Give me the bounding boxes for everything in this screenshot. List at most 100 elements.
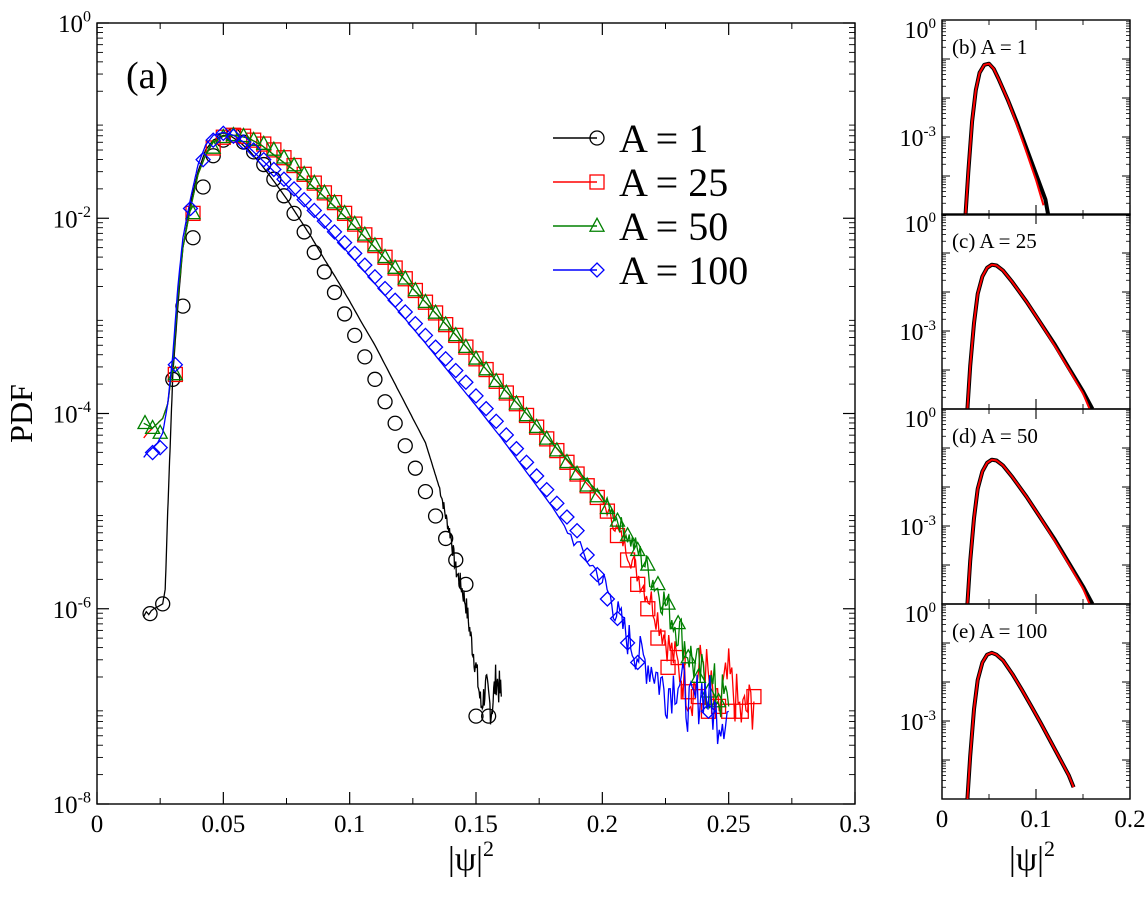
data-point — [167, 356, 184, 373]
y-tick-label-top-base: 10 — [905, 18, 929, 44]
data-point — [326, 223, 343, 240]
x-tick-label: 0.2 — [587, 811, 618, 838]
data-point — [356, 257, 373, 274]
data-point — [407, 315, 424, 332]
data-point — [155, 596, 171, 612]
data-point — [518, 454, 535, 471]
data-point — [245, 131, 262, 147]
data-point — [417, 327, 434, 344]
panel-label-a: (a) — [126, 55, 168, 97]
y-tick-label-top-exponent: 0 — [929, 210, 937, 226]
x-axis-label-base: |ψ| — [448, 841, 483, 878]
subpanel-series-fit — [966, 263, 1091, 409]
series-a1 — [142, 127, 502, 725]
y-axis-label: PDF — [3, 384, 39, 443]
data-point — [670, 614, 687, 630]
data-point — [387, 258, 404, 274]
data-point — [640, 601, 656, 617]
data-point — [296, 191, 313, 208]
data-point — [336, 306, 353, 322]
data-point — [144, 419, 161, 435]
data-point — [468, 388, 484, 404]
data-point — [142, 605, 158, 622]
subpanel-label: (e) A = 100 — [952, 619, 1047, 643]
x-tick-label: 0.2 — [1114, 806, 1145, 833]
y-tick-label-top: 100 — [905, 405, 937, 433]
y-tick-label-base: 10 — [53, 402, 78, 429]
data-point — [733, 703, 749, 719]
data-point — [619, 552, 636, 568]
data-point — [639, 555, 656, 571]
y-tick-label-top: 100 — [905, 16, 937, 44]
data-point — [680, 648, 697, 664]
data-point — [326, 193, 343, 209]
data-point — [548, 495, 565, 512]
x-axis-label: |ψ|2 — [1009, 836, 1055, 878]
y-tick-label-mid-exponent: -3 — [924, 124, 937, 140]
y-tick-label-mid-exponent: -3 — [924, 513, 937, 529]
data-point — [659, 594, 677, 610]
data-point — [296, 224, 312, 240]
data-point — [589, 566, 606, 583]
y-tick-label: 10-4 — [53, 399, 91, 429]
legend-marker — [588, 216, 606, 232]
data-point — [660, 659, 676, 675]
data-point — [205, 132, 222, 149]
data-point — [387, 292, 404, 309]
data-point — [397, 269, 414, 285]
data-point — [152, 439, 169, 456]
data-point — [266, 171, 282, 187]
subpanel-label: (d) A = 50 — [952, 424, 1038, 448]
x-tick-label: 0 — [936, 806, 949, 833]
data-point — [377, 394, 393, 410]
y-tick-label-top: 100 — [905, 210, 937, 238]
y-tick-label-mid-base: 10 — [900, 126, 924, 152]
y-tick-label-top-exponent: 0 — [929, 600, 937, 616]
data-point — [427, 303, 444, 319]
subpanel-series-data — [965, 457, 1095, 604]
data-point — [316, 264, 333, 280]
legend-label: A = 100 — [619, 248, 748, 293]
x-tick-label: 0.25 — [707, 811, 751, 838]
data-point — [276, 171, 292, 188]
data-point — [629, 541, 646, 557]
data-point — [478, 400, 495, 417]
y-tick-label-exponent: -2 — [78, 204, 91, 221]
y-tick-label-top-base: 10 — [905, 407, 929, 433]
y-tick-label-mid: 10-3 — [900, 318, 937, 346]
data-point — [306, 244, 322, 261]
data-point — [498, 383, 515, 399]
data-point — [336, 204, 353, 220]
data-point — [265, 161, 282, 178]
data-point — [195, 179, 211, 195]
series-a50 — [136, 126, 730, 718]
data-point — [478, 360, 495, 376]
data-point — [336, 234, 353, 251]
data-point — [306, 174, 323, 190]
data-point — [569, 522, 585, 539]
data-point — [356, 225, 373, 241]
legend-marker — [589, 262, 605, 278]
y-tick-label: 10-2 — [53, 204, 91, 234]
data-point — [316, 183, 333, 199]
data-point — [619, 634, 636, 651]
legend-marker — [589, 130, 605, 146]
data-point — [599, 499, 616, 515]
data-point — [276, 188, 292, 204]
y-tick-label: 10-8 — [53, 790, 91, 820]
data-point — [448, 552, 464, 568]
data-point — [458, 576, 474, 592]
data-point — [619, 526, 636, 542]
y-tick-label-mid-exponent: -3 — [924, 318, 937, 334]
subpanel-series-fit — [966, 651, 1075, 799]
subpanel-series-data — [965, 262, 1095, 409]
data-point — [366, 236, 384, 252]
y-tick-label-mid-base: 10 — [900, 710, 924, 736]
data-point — [407, 460, 424, 476]
y-tick-label-exponent: 0 — [83, 9, 91, 26]
data-point — [225, 128, 242, 145]
data-point — [746, 688, 762, 705]
y-tick-label-mid: 10-3 — [900, 513, 937, 541]
y-tick-label-mid-exponent: -3 — [924, 708, 937, 724]
